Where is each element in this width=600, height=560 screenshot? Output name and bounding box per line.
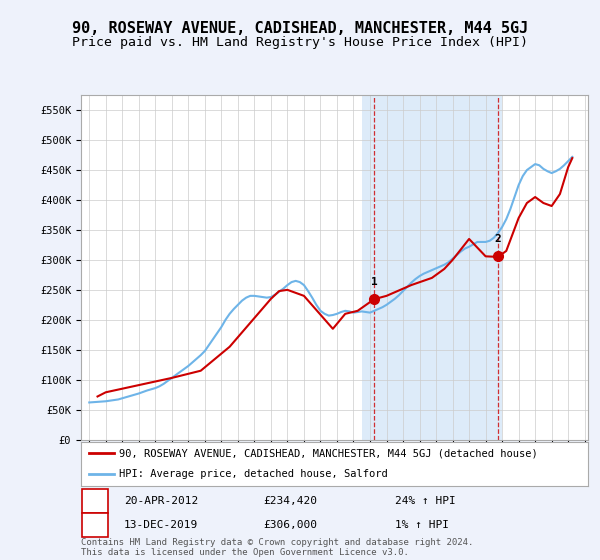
Text: 2: 2 — [494, 234, 502, 244]
FancyBboxPatch shape — [82, 489, 109, 513]
Text: £306,000: £306,000 — [263, 520, 317, 530]
Bar — [362, 95, 502, 440]
Text: 24% ↑ HPI: 24% ↑ HPI — [395, 496, 456, 506]
FancyBboxPatch shape — [82, 513, 109, 537]
Text: 13-DEC-2019: 13-DEC-2019 — [124, 520, 199, 530]
Text: Contains HM Land Registry data © Crown copyright and database right 2024.
This d: Contains HM Land Registry data © Crown c… — [81, 538, 473, 557]
Text: 2: 2 — [92, 520, 98, 530]
Text: 90, ROSEWAY AVENUE, CADISHEAD, MANCHESTER, M44 5GJ: 90, ROSEWAY AVENUE, CADISHEAD, MANCHESTE… — [72, 21, 528, 36]
Text: Price paid vs. HM Land Registry's House Price Index (HPI): Price paid vs. HM Land Registry's House … — [72, 36, 528, 49]
Text: £234,420: £234,420 — [263, 496, 317, 506]
Text: 90, ROSEWAY AVENUE, CADISHEAD, MANCHESTER, M44 5GJ (detached house): 90, ROSEWAY AVENUE, CADISHEAD, MANCHESTE… — [119, 449, 538, 458]
Text: 1% ↑ HPI: 1% ↑ HPI — [395, 520, 449, 530]
Text: 1: 1 — [92, 496, 98, 506]
Text: 1: 1 — [371, 277, 377, 287]
Text: HPI: Average price, detached house, Salford: HPI: Average price, detached house, Salf… — [119, 469, 388, 479]
Text: 20-APR-2012: 20-APR-2012 — [124, 496, 199, 506]
